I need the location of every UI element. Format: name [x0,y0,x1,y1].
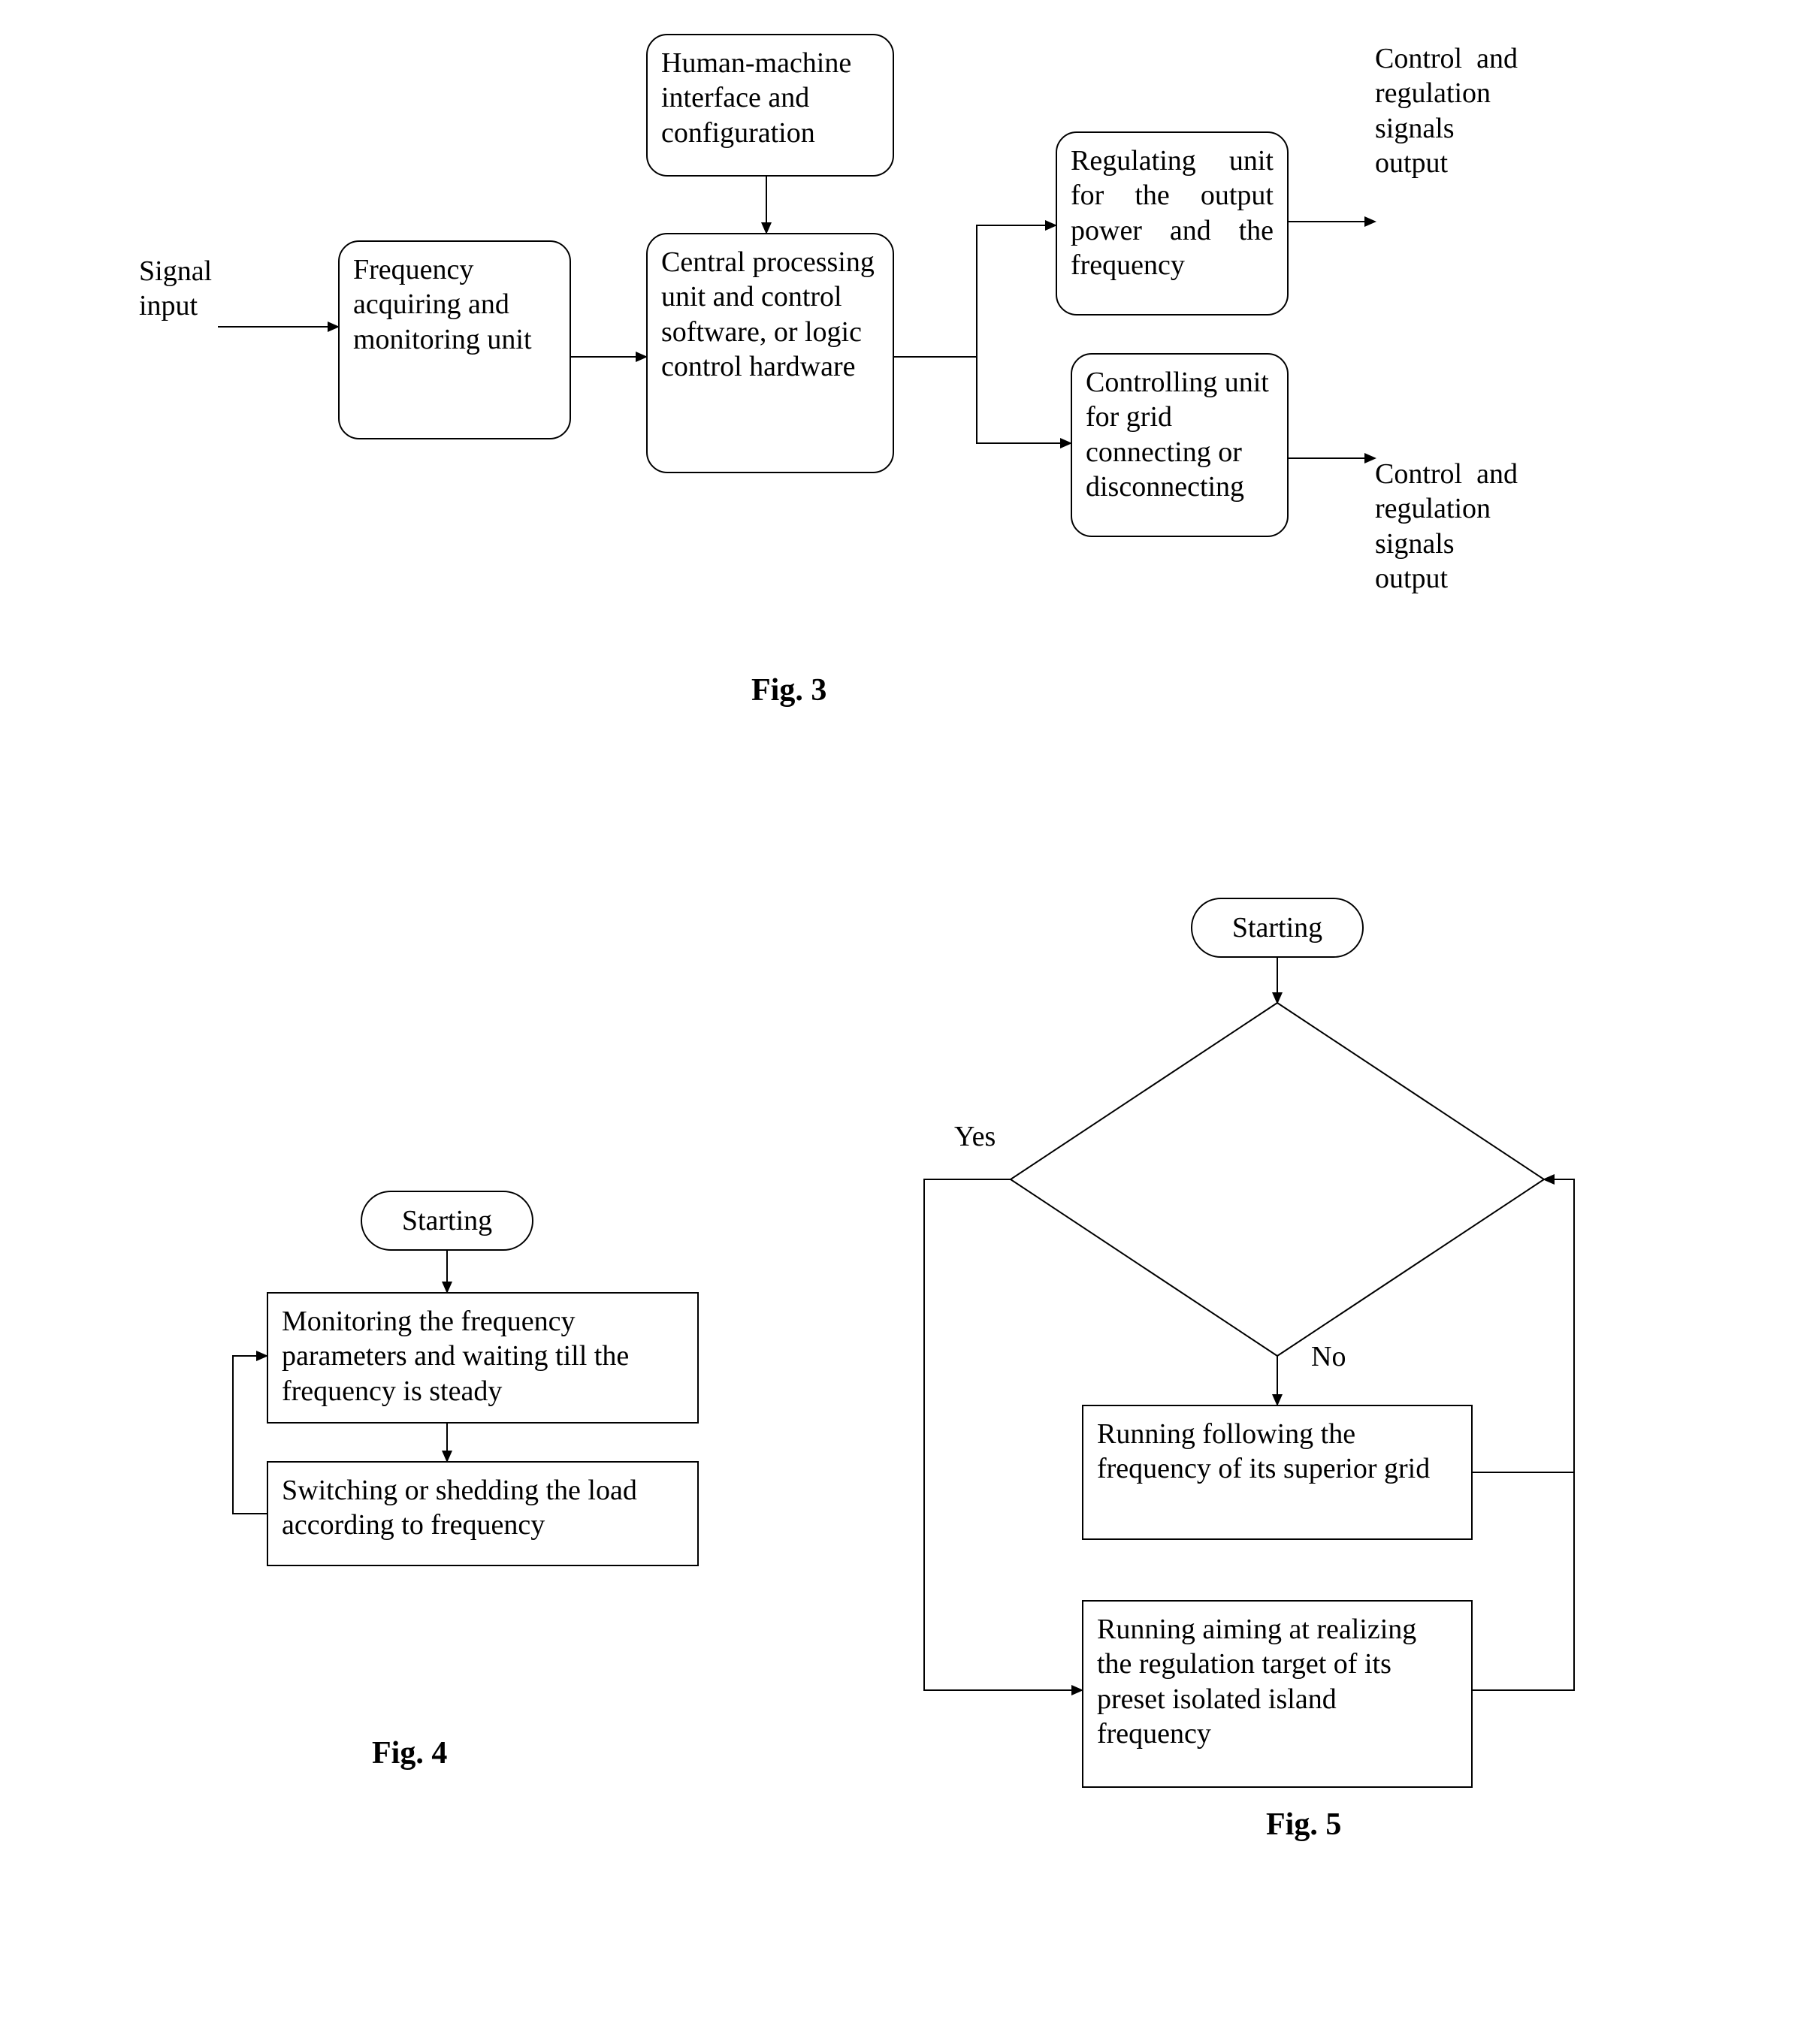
fig5-dec-text: Is the grid disconnected from its superi… [1135,1097,1420,1167]
fig5-caption: Fig. 5 [1266,1807,1341,1843]
fig5-follow-node: Running following the frequency of its s… [1082,1405,1473,1540]
fig4-start-text: Starting [402,1203,492,1238]
arrows-svg [0,0,1816,2044]
signal-input-label: Signal input [139,254,252,324]
fig4-start-node: Starting [361,1191,533,1251]
reg-node: Regulating unit for the output power and… [1056,131,1289,316]
reg-text: Regulating unit for the output power and… [1071,143,1274,282]
fig5-target-node: Running aiming at realizing the regulati… [1082,1600,1473,1788]
fig3-caption: Fig. 3 [751,672,826,708]
fig5-start-node: Starting [1191,898,1364,958]
ctl-node: Controlling unit for grid connecting or … [1071,353,1289,537]
hmi-node: Human-machine interface and configuratio… [646,34,894,177]
acq-node: Frequency acquiring and monitoring unit [338,240,571,439]
cpu-text: Central processing unit and control soft… [661,245,879,384]
cpu-node: Central processing unit and control soft… [646,233,894,473]
fig5-follow-text: Running following the frequency of its s… [1097,1417,1458,1487]
fig4-mon-text: Monitoring the frequency parameters and … [282,1304,684,1408]
fig5-target-text: Running aiming at realizing the regulati… [1097,1612,1458,1751]
hmi-text: Human-machine interface and configuratio… [661,46,879,150]
ctl-text: Controlling unit for grid connecting or … [1086,365,1274,504]
fig4-mon-node: Monitoring the frequency parameters and … [267,1292,699,1424]
fig4-switch-text: Switching or shedding the load according… [282,1473,684,1543]
fig4-caption: Fig. 4 [372,1735,447,1771]
output2-label: Control and regulation signals output [1375,457,1585,596]
fig5-no-label: No [1311,1339,1346,1374]
fig4-switch-node: Switching or shedding the load according… [267,1461,699,1566]
acq-text: Frequency acquiring and monitoring unit [353,252,556,357]
fig5-start-text: Starting [1232,910,1322,945]
output1-label: Control and regulation signals output [1375,41,1585,180]
fig5-yes-label: Yes [954,1119,996,1154]
